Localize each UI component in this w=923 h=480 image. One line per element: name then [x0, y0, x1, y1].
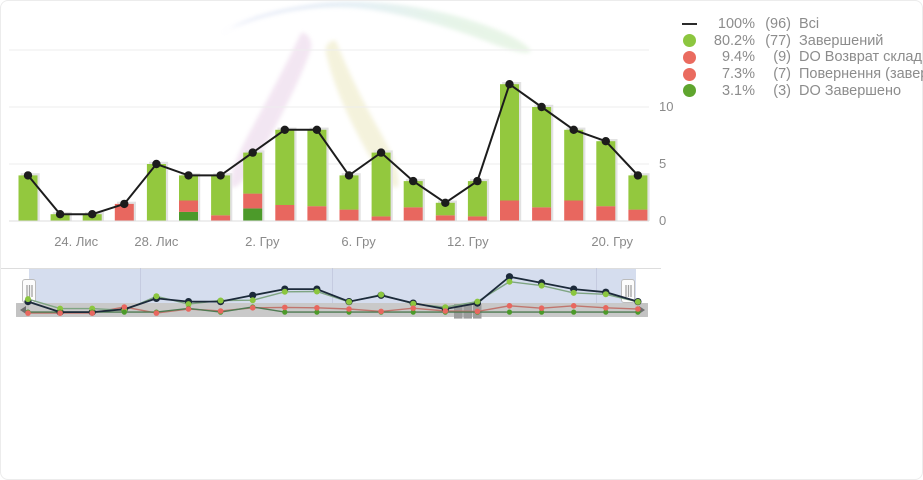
- svg-text:0: 0: [659, 213, 666, 228]
- svg-text:12. Гру: 12. Гру: [447, 234, 489, 249]
- svg-text:28. Лис: 28. Лис: [134, 234, 178, 249]
- svg-text:2. Гру: 2. Гру: [245, 234, 280, 249]
- svg-text:10: 10: [659, 99, 673, 114]
- svg-text:20. Гру: 20. Гру: [591, 234, 633, 249]
- svg-text:6. Гру: 6. Гру: [341, 234, 376, 249]
- svg-text:5: 5: [659, 156, 666, 171]
- svg-text:24. Лис: 24. Лис: [54, 234, 98, 249]
